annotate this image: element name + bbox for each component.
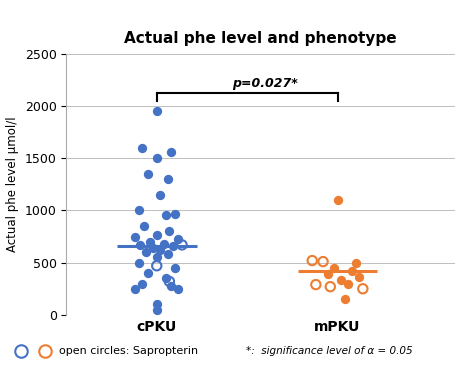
Point xyxy=(153,301,161,308)
Text: open circles: Sapropterin: open circles: Sapropterin xyxy=(59,346,199,356)
Text: *:  significance level of α = 0.05: *: significance level of α = 0.05 xyxy=(246,346,413,356)
Point xyxy=(153,108,161,114)
Point xyxy=(348,268,356,274)
Point xyxy=(356,274,363,280)
Point xyxy=(160,241,168,247)
Point xyxy=(138,280,146,286)
Point xyxy=(138,145,146,151)
Point xyxy=(165,278,173,285)
Point xyxy=(162,212,170,218)
Point xyxy=(131,286,139,292)
Point xyxy=(153,254,161,260)
Point xyxy=(312,281,319,288)
Point xyxy=(142,249,150,255)
Point xyxy=(135,260,143,266)
Point xyxy=(156,247,164,253)
Point xyxy=(171,210,179,217)
Point xyxy=(325,271,332,277)
Point xyxy=(178,242,186,248)
Point xyxy=(165,228,173,234)
Point xyxy=(164,251,172,257)
Point xyxy=(167,149,175,155)
Point xyxy=(146,239,153,245)
Point xyxy=(341,296,348,302)
Title: Actual phe level and phenotype: Actual phe level and phenotype xyxy=(124,31,397,46)
Point xyxy=(334,197,341,203)
Point xyxy=(169,243,177,249)
Point xyxy=(164,176,172,182)
Point xyxy=(352,260,359,266)
Point xyxy=(131,233,139,240)
Point xyxy=(149,245,157,251)
Point xyxy=(337,277,345,283)
Point xyxy=(153,155,161,161)
Point xyxy=(144,171,152,177)
Point xyxy=(156,192,164,198)
Point xyxy=(137,242,144,248)
Point xyxy=(345,280,352,286)
Point xyxy=(153,263,161,269)
Point xyxy=(153,232,161,238)
Text: p=0.027*: p=0.027* xyxy=(232,77,298,90)
Point xyxy=(330,265,337,271)
Point xyxy=(359,286,366,292)
Point xyxy=(153,306,161,313)
Point xyxy=(174,235,182,242)
Y-axis label: Actual phe level μmol/l: Actual phe level μmol/l xyxy=(6,116,19,252)
Point xyxy=(135,207,143,214)
Point xyxy=(174,286,182,292)
Point xyxy=(327,284,334,290)
Point xyxy=(167,283,175,289)
Point xyxy=(171,265,179,271)
Point xyxy=(309,258,316,264)
Point xyxy=(140,223,148,229)
Point xyxy=(162,275,170,281)
Point xyxy=(144,270,152,276)
Point xyxy=(319,258,327,265)
